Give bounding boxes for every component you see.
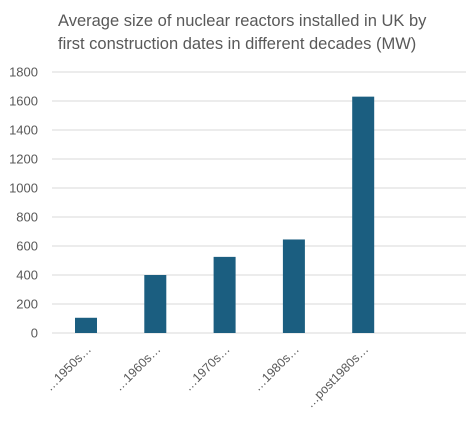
y-tick-label: 400: [16, 268, 38, 283]
y-tick-label: 800: [16, 210, 38, 225]
y-tick-label: 1000: [9, 181, 38, 196]
y-tick-label: 1800: [9, 65, 38, 80]
bar: [144, 275, 167, 333]
x-category-label: …1970s…: [181, 342, 233, 394]
y-tick-label: 0: [31, 326, 38, 341]
y-tick-label: 200: [16, 297, 38, 312]
bar: [75, 317, 97, 333]
x-category-label: …post1980s…: [303, 342, 371, 410]
x-category-label: …1980s…: [250, 342, 302, 394]
y-tick-label: 1400: [9, 123, 38, 138]
y-tick-label: 600: [16, 239, 38, 254]
y-tick-label: 1200: [9, 152, 38, 167]
chart-title: Average size of nuclear reactors install…: [58, 12, 427, 53]
x-category-label: …1960s…: [112, 342, 164, 394]
bar: [352, 96, 375, 334]
bar: [282, 239, 305, 333]
y-tick-label: 1600: [9, 94, 38, 109]
x-category-label: …1950s…: [42, 342, 94, 394]
bar: [213, 256, 236, 333]
